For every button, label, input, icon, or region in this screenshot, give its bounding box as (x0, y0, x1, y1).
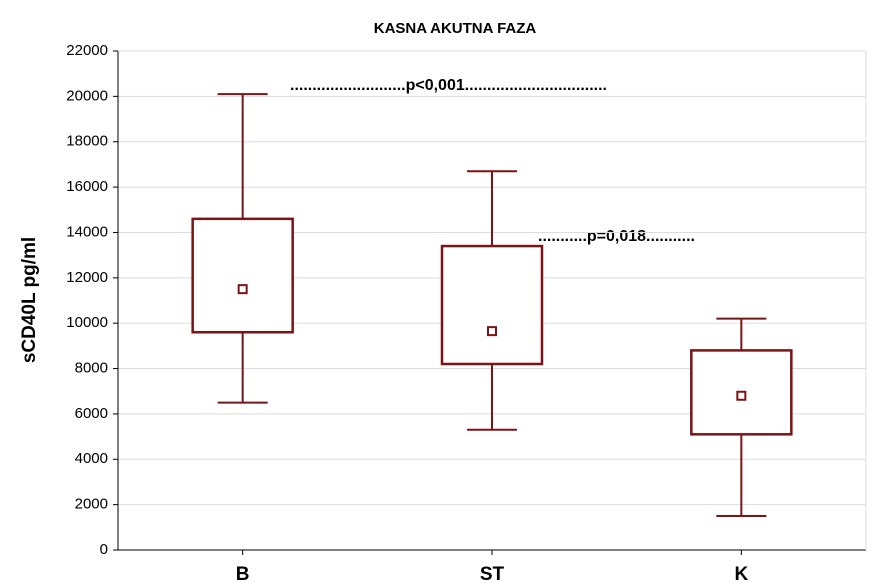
box (191, 217, 294, 334)
annotation: ..........................p<0,001.......… (290, 77, 607, 94)
center-marker (487, 326, 497, 337)
x-tick-label: B (236, 564, 250, 583)
y-tick-label: 20000 (66, 87, 108, 104)
y-tick-label: 0 (100, 541, 108, 558)
y-tick-label: 4000 (75, 450, 108, 467)
y-tick-label: 2000 (75, 496, 108, 513)
y-tick-label: 22000 (66, 42, 108, 59)
x-tick-label: ST (480, 564, 505, 583)
y-tick-label: 16000 (66, 178, 108, 195)
x-tick-label: K (734, 564, 748, 583)
y-tick-label: 14000 (66, 223, 108, 240)
y-axis-label: sCD40L pg/ml (19, 237, 40, 363)
box (440, 244, 544, 366)
y-tick-label: 12000 (66, 269, 108, 286)
y-tick-label: 8000 (75, 360, 108, 377)
annotation: ...........p=0,018........... (538, 228, 695, 245)
y-tick-label: 6000 (75, 405, 108, 422)
center-marker (736, 390, 747, 401)
y-tick-label: 10000 (66, 314, 108, 331)
y-tick-label: 18000 (66, 133, 108, 150)
chart-title: KASNA AKUTNA FAZA (374, 20, 537, 37)
center-marker (237, 284, 248, 295)
